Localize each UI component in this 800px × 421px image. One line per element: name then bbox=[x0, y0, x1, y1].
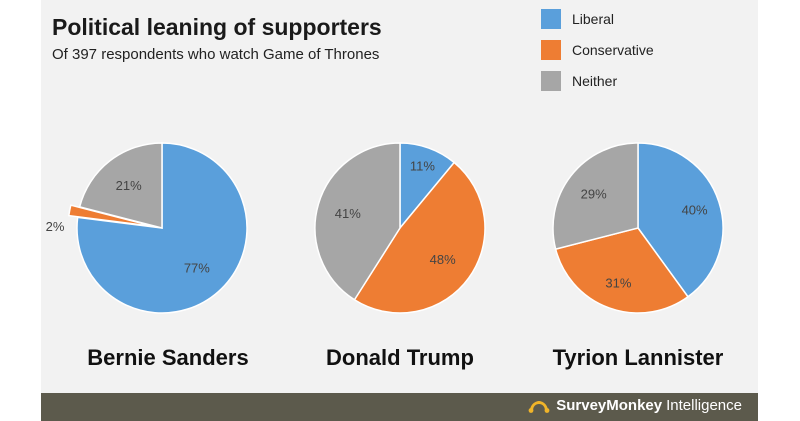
pie-data-label-conservative: 2% bbox=[46, 219, 65, 234]
pie-data-label-conservative: 31% bbox=[605, 275, 631, 290]
pie-slice-conservative bbox=[554, 227, 690, 314]
legend-item-neither: Neither bbox=[541, 71, 654, 91]
footer-brand-name: SurveyMonkey bbox=[556, 397, 663, 414]
legend-swatch-liberal bbox=[541, 9, 561, 29]
pie-slice-liberal bbox=[637, 142, 724, 298]
pie-data-label-neither: 41% bbox=[335, 206, 361, 221]
legend-item-conservative: Conservative bbox=[541, 40, 654, 60]
chart-subtitle: Of 397 respondents who watch Game of Thr… bbox=[52, 46, 380, 63]
pie-data-label-liberal: 77% bbox=[184, 261, 210, 276]
legend-item-liberal: Liberal bbox=[541, 9, 654, 29]
pie-data-label-liberal: 11% bbox=[410, 159, 435, 174]
footer-brand-suffix: Intelligence bbox=[666, 397, 742, 414]
pie-tyrion-lannister: 40% 31% 29% bbox=[552, 142, 724, 314]
surveymonkey-logo-icon bbox=[528, 400, 550, 413]
pie-slice-neither bbox=[314, 142, 401, 301]
pie-data-label-liberal: 40% bbox=[682, 203, 708, 218]
legend-swatch-conservative bbox=[541, 40, 561, 60]
pie-slice-conservative bbox=[353, 161, 486, 314]
pie-title-bernie-sanders: Bernie Sanders bbox=[87, 345, 249, 370]
legend: Liberal Conservative Neither bbox=[541, 9, 654, 102]
pie-bernie-sanders: 77% 2% 21% bbox=[46, 142, 248, 314]
legend-label-liberal: Liberal bbox=[572, 11, 615, 27]
legend-swatch-neither bbox=[541, 71, 561, 91]
pie-title-donald-trump: Donald Trump bbox=[326, 345, 474, 370]
pie-data-label-conservative: 48% bbox=[430, 252, 456, 267]
pie-donald-trump: 11% 48% 41% bbox=[314, 142, 486, 314]
chart-title: Political leaning of supporters bbox=[52, 14, 382, 40]
legend-label-neither: Neither bbox=[572, 73, 618, 89]
pie-data-label-neither: 21% bbox=[116, 178, 142, 193]
pie-data-label-neither: 29% bbox=[581, 187, 607, 202]
pie-title-tyrion-lannister: Tyrion Lannister bbox=[552, 345, 724, 370]
legend-label-conservative: Conservative bbox=[572, 42, 654, 58]
pie-slice-neither bbox=[552, 142, 639, 251]
footer-bar bbox=[41, 393, 758, 421]
footer-brand: SurveyMonkey Intelligence bbox=[528, 397, 742, 414]
pie-slice-neither bbox=[78, 142, 163, 229]
